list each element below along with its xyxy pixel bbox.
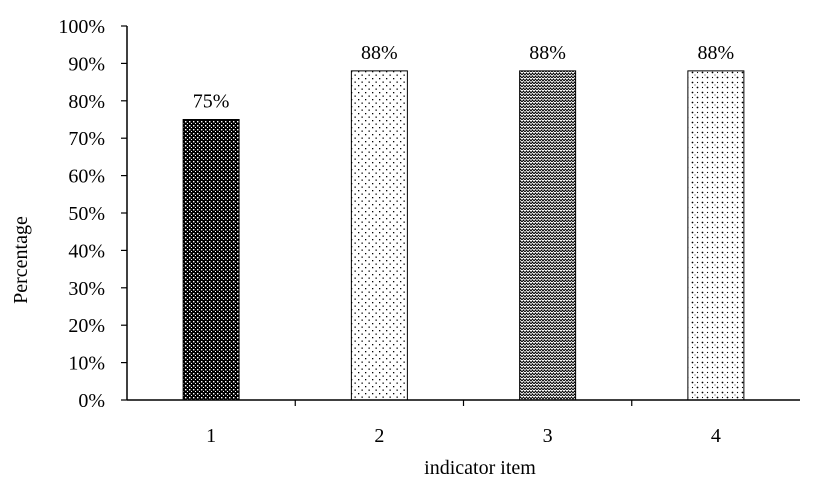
y-axis: 0% 10% 20% 30% 40% 50% 60% 70% 80% 90% 100% (58, 16, 128, 412)
y-tick-label: 90% (68, 53, 105, 75)
data-labels: 75% 88% 88% 88% (193, 42, 734, 113)
y-tick-label: 10% (68, 353, 105, 375)
x-tick-label-1: 1 (206, 425, 216, 447)
x-axis: 1 2 3 4 (127, 399, 800, 447)
bar-1 (182, 119, 240, 401)
x-tick-label-3: 3 (543, 425, 553, 447)
y-tick-label: 80% (68, 91, 105, 113)
y-tick-label: 60% (68, 166, 105, 188)
x-tick-label-2: 2 (374, 425, 384, 447)
data-label-4: 88% (698, 42, 735, 64)
y-tick-label: 70% (68, 128, 105, 150)
data-label-3: 88% (529, 42, 566, 64)
x-tick-label-4: 4 (711, 425, 721, 447)
y-tick-label: 20% (68, 315, 105, 337)
bar-3 (519, 70, 577, 401)
data-label-1: 75% (193, 91, 230, 113)
bar-4 (687, 70, 745, 401)
data-label-2: 88% (361, 42, 398, 64)
y-tick-label: 100% (58, 16, 105, 38)
y-tick-label: 40% (68, 240, 105, 262)
y-tick-label: 30% (68, 278, 105, 300)
bar-2 (350, 70, 408, 401)
y-tick-label: 0% (78, 390, 105, 412)
x-axis-label: indicator item (424, 457, 536, 477)
y-tick-label: 50% (68, 203, 105, 225)
bars (182, 70, 745, 401)
y-axis-label: Percentage (10, 216, 32, 304)
